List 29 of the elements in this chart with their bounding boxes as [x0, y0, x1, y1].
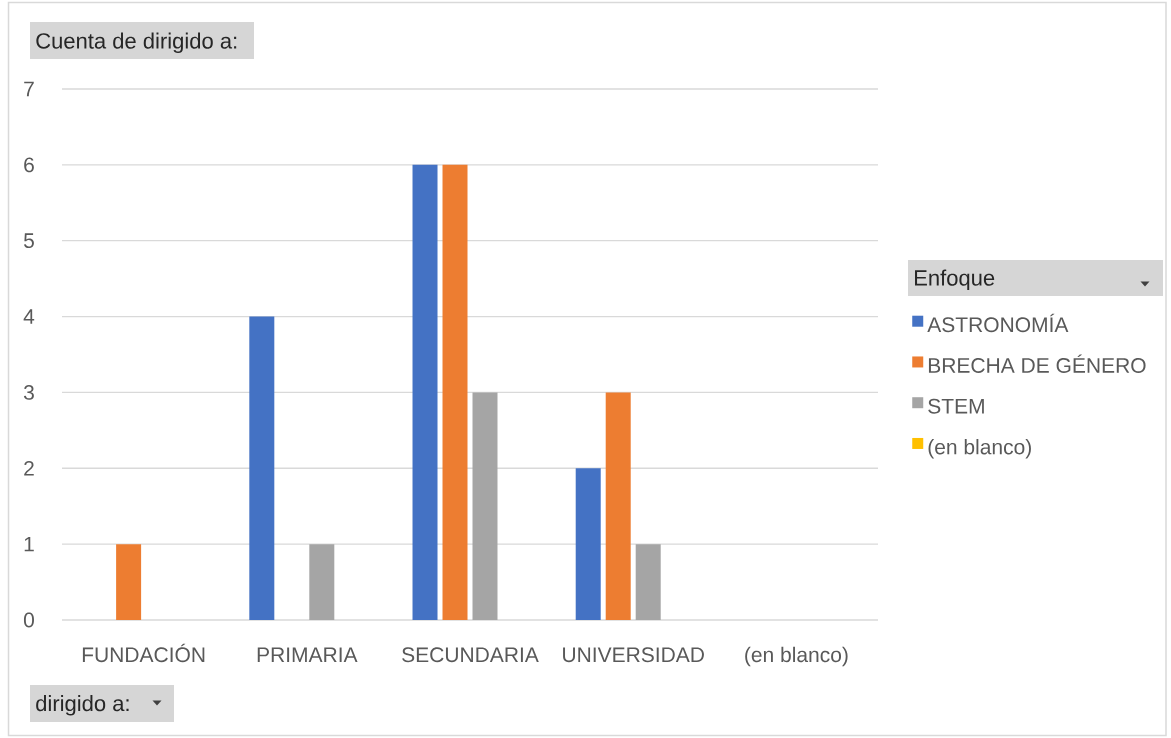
bar	[249, 316, 275, 620]
y-tick-label: 3	[23, 384, 34, 400]
bar	[635, 544, 661, 620]
bar	[575, 468, 601, 620]
y-tick-label: 6	[24, 157, 34, 173]
y-tick-label: 1	[24, 536, 34, 552]
y-tick-label: 4	[23, 309, 35, 324]
x-axis-title: dirigido a:	[36, 695, 129, 716]
bar	[605, 392, 631, 620]
x-tick-label: UNIVERSIDAD	[563, 647, 704, 663]
bar	[116, 544, 142, 620]
y-tick-label: 0	[23, 612, 34, 628]
legend-label: (en blanco)	[928, 438, 1031, 459]
legend-label: BRECHA DE GÉNERO	[928, 354, 1146, 373]
bar	[309, 544, 335, 620]
x-tick-label: (en blanco)	[745, 646, 848, 667]
x-tick-label: FUNDACIÓN	[82, 643, 205, 663]
bar	[442, 164, 468, 620]
legend-title: Enfoque	[915, 269, 995, 291]
y-axis-title: Cuenta de dirigido a:	[36, 32, 237, 54]
legend-label: STEM	[928, 398, 984, 414]
y-tick-label: 5	[23, 233, 34, 249]
y-tick-label: 2	[24, 460, 34, 476]
x-tick-label: PRIMARIA	[257, 647, 358, 662]
y-tick-label: 7	[24, 81, 34, 97]
bar	[472, 392, 498, 620]
legend-label: ASTRONOMÍA	[927, 313, 1069, 333]
x-tick-label: SECUNDARIA	[402, 647, 539, 663]
bar	[412, 164, 438, 620]
